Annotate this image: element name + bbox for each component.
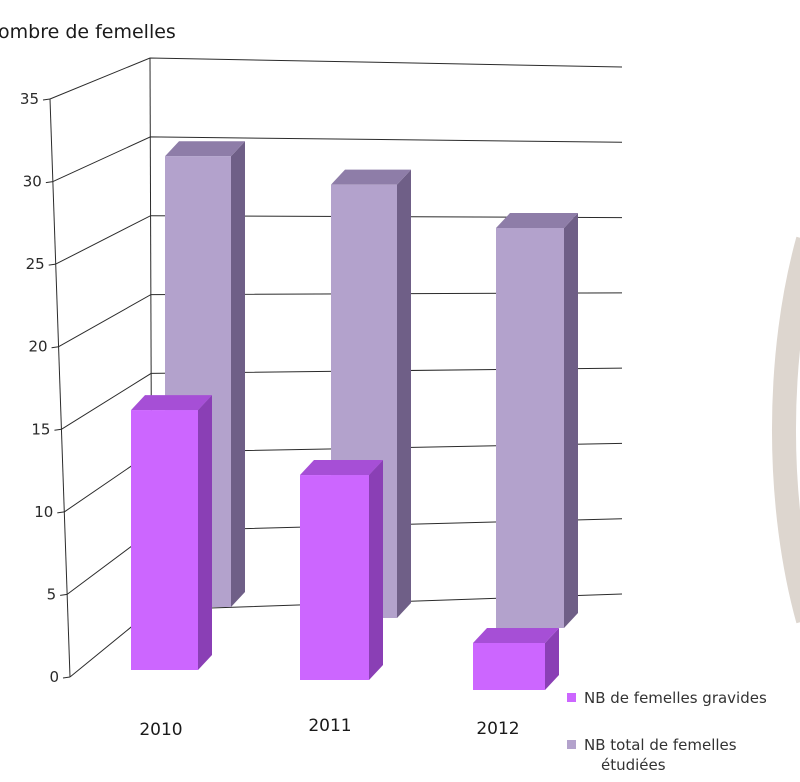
bar-gravides-2012-front [473, 643, 545, 690]
tick-mark [62, 676, 71, 679]
bar-total-2010-side [231, 141, 245, 607]
bar-gravides-2011 [300, 460, 383, 680]
bar-gravides-2012 [473, 628, 559, 690]
y-tick-label: 20 [28, 338, 47, 356]
bar-total-2011-top [331, 169, 411, 185]
y-tick-label: 30 [23, 173, 42, 191]
bar-gravides-2010-front [131, 410, 198, 670]
bar-total-2012-front [496, 228, 564, 628]
y-tick-label: 0 [49, 668, 59, 686]
bar-total-2012-top [496, 213, 578, 228]
gridline [52, 136, 623, 183]
tick-mark [42, 98, 51, 101]
tick-mark [60, 593, 68, 596]
decorative-arc [771, 236, 800, 624]
y-tick-label: 5 [47, 585, 57, 603]
x-category-label: 2011 [308, 716, 351, 736]
legend-label: NB de femelles gravides [584, 689, 767, 707]
bar-gravides-2010 [131, 395, 212, 670]
tick-mark [51, 346, 59, 349]
bar-gravides-2011-top [300, 460, 383, 475]
legend-swatch [567, 693, 576, 702]
y-tick-label: 15 [31, 420, 50, 438]
x-axis-categories: 2010 2011 2012 [139, 716, 519, 740]
bar-total-2012-side [564, 213, 578, 628]
bar-gravides-2010-side [198, 395, 212, 670]
tick-mark [48, 263, 56, 266]
bar-total-2010-top [165, 141, 245, 157]
legend-swatch [567, 740, 576, 749]
bar-total-2012 [496, 213, 578, 628]
y-axis-ticks: 0 5 10 15 20 25 30 35 [20, 90, 59, 686]
bar-gravides-2011-side [369, 460, 383, 680]
y-tick-label: 25 [26, 255, 45, 273]
series-total-bars [165, 141, 578, 628]
bar-total-2011-side [397, 169, 411, 618]
y-tick-label: 35 [20, 90, 39, 108]
y-axis-line [49, 98, 71, 678]
bar-gravides-2012-top [473, 628, 559, 643]
tick-mark [54, 428, 62, 431]
tick-mark [57, 511, 65, 514]
y-tick-label: 10 [34, 503, 53, 521]
bar-gravides-2010-top [131, 395, 212, 411]
legend: NB de femelles gravides NB total de femel… [567, 689, 767, 774]
gridline [49, 57, 623, 100]
y-axis-label: ombre de femelles [0, 21, 176, 43]
x-category-label: 2010 [139, 720, 182, 740]
x-category-label: 2012 [476, 719, 519, 739]
bar-gravides-2011-front [300, 475, 369, 680]
legend-label: NB total de femelles étudiées [584, 736, 737, 774]
bar-gravides-2012-side [545, 628, 559, 690]
series-gravides-bars [131, 395, 559, 690]
tick-mark [45, 181, 53, 184]
